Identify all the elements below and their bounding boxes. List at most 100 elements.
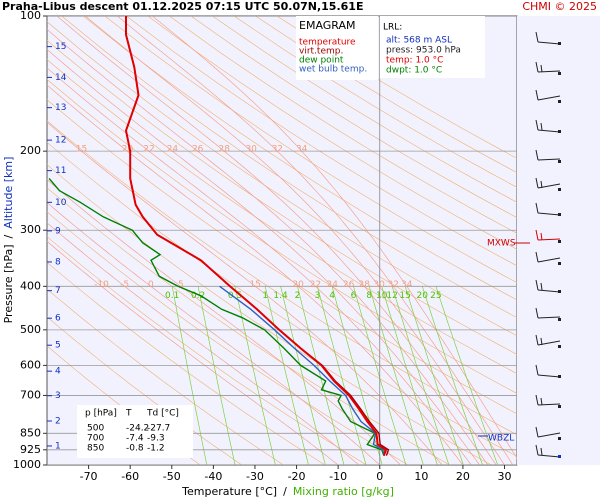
legend-box [296, 16, 378, 80]
wind-barb-flag [535, 229, 539, 241]
x-tick-label: -30 [246, 470, 264, 483]
altitude-label: 15 [55, 42, 66, 52]
table-cell: 850 [87, 444, 104, 454]
mixing-ratio-label: 25 [430, 291, 441, 301]
y-axis-label: Pressure [hPa] / Altitude [km] [2, 157, 15, 324]
lrl-temp: temp: 1.0 °C [386, 56, 443, 66]
pseudo-adiabat-label: 5 [178, 280, 184, 290]
pseudo-adiabat-label: 0 [148, 280, 154, 290]
wbzl-label: WBZL [488, 434, 514, 444]
chart-title: Praha-Libus descent 01.12.2025 07:15 UTC… [2, 0, 363, 13]
wind-barb-flag [540, 397, 543, 406]
legend-entry: temperature [299, 38, 356, 48]
pseudo-adiabat-label: 28 [219, 145, 231, 155]
dry-adiabat [126, 16, 517, 267]
wind-barb-staff [537, 158, 561, 161]
altitude-label: 1 [55, 441, 61, 451]
dry-adiabat [83, 16, 517, 301]
y-label-pressure: Pressure [hPa] [2, 244, 15, 323]
pseudo-adiabat-label: 34 [401, 280, 413, 290]
dry-adiabat [212, 16, 517, 203]
wind-barb-staff [537, 374, 561, 378]
table-header: Td [°C] [146, 409, 179, 419]
wind-barb-dot [558, 437, 561, 440]
wind-barb-staff [537, 257, 561, 263]
mixing-ratio-label: 12 [386, 291, 397, 301]
wind-barb-dot [558, 188, 561, 191]
table-box [77, 405, 193, 458]
altitude-label: 8 [55, 257, 61, 267]
wind-barb-flag [540, 122, 543, 131]
wind-barb-flag [535, 202, 539, 214]
wind-barb-flag [535, 279, 539, 291]
pseudo-adiabat-label: 24 [327, 280, 339, 290]
lrl-box [380, 16, 485, 78]
table: p [hPa] T Td [°C] 500 -24.2-27.7 700 -7.4 -9.3 8… [85, 409, 179, 454]
altitude-label: 11 [55, 166, 66, 176]
wind-barb-flag [535, 31, 539, 43]
background-lines [47, 16, 517, 465]
x-label-sep: / [283, 485, 287, 498]
lrl-alt: alt: 568 m ASL [386, 36, 452, 46]
mixing-ratio-label: 4 [329, 291, 335, 301]
y-tick-label: 200 [20, 144, 41, 157]
altitude-label: 13 [55, 103, 66, 113]
x-tick-label: -40 [204, 470, 222, 483]
legend-title: EMAGRAM [299, 19, 356, 32]
x-tick-label: -70 [80, 470, 98, 483]
pseudo-adiabat-label: 26 [343, 280, 355, 290]
x-tick-label: -10 [329, 470, 347, 483]
y-tick-label: 500 [20, 323, 41, 336]
wind-barb-flag [540, 180, 543, 189]
foreground: -10 -5 0 5 151520202222242426262828303032323… [13, 9, 561, 483]
wind-barb-dot [558, 213, 561, 216]
wind-barb-dot [558, 405, 561, 408]
mixing-ratio-label: 2 [295, 291, 301, 301]
mxws-label: MXWS [487, 239, 516, 249]
altitude-label: 14 [55, 73, 67, 83]
mixing-ratio-label: 3 [315, 291, 321, 301]
mixing-ratio-label: 15 [399, 291, 410, 301]
pseudo-adiabat-label: 20 [122, 145, 134, 155]
pseudo-adiabat-label: 15 [250, 280, 261, 290]
wind-barb-flag [540, 337, 543, 346]
table-header: T [125, 409, 132, 419]
x-label-temp: Temperature [°C] [181, 485, 277, 498]
profile-line [219, 285, 385, 456]
pseudo-adiabat-label: 28 [359, 280, 371, 290]
wind-barb-flag [535, 307, 539, 319]
table-cell: -24.2 [126, 424, 149, 434]
pseudo-adiabat-label: 30 [245, 145, 257, 155]
wind-barb-flag [535, 251, 539, 263]
pseudo-adiabat-label: 32 [388, 280, 399, 290]
dry-adiabat [169, 16, 517, 234]
y-tick-label: 850 [20, 426, 41, 439]
pseudo-adiabat-label: 22 [310, 280, 321, 290]
wind-barb-flag [535, 394, 539, 406]
x-axis-label: Temperature [°C] / Mixing ratio [g/kg] [181, 485, 394, 498]
wind-barb-flag [540, 232, 543, 241]
wind-barb-dot [558, 262, 561, 265]
wind-barb-staff [537, 41, 561, 45]
wind-barb-staff [537, 432, 561, 438]
x-tick-label: 30 [498, 470, 512, 483]
wind-barb-staff [537, 129, 561, 133]
dry-adiabat [104, 16, 517, 283]
dry-adiabat [61, 16, 517, 319]
dry-adiabat [47, 39, 517, 355]
altitude-label: 10 [55, 198, 67, 208]
y-tick-label: 1000 [13, 458, 41, 471]
pseudo-adiabat-label: 22 [143, 145, 154, 155]
pseudo-adiabat-label: 34 [296, 145, 308, 155]
pseudo-adiabat-label: 32 [272, 145, 283, 155]
pseudo-adiabat-label: 26 [192, 145, 204, 155]
mixing-ratio-label: 20 [417, 291, 429, 301]
x-tick-label: 10 [414, 470, 428, 483]
pseudo-adiabat-label: 30 [373, 280, 385, 290]
dry-adiabat [147, 16, 517, 250]
mixing-ratio-label: 0.2 [191, 291, 205, 301]
mixing-ratio-label: 1.4 [273, 291, 288, 301]
mixing-ratio-label: 10 [376, 291, 388, 301]
